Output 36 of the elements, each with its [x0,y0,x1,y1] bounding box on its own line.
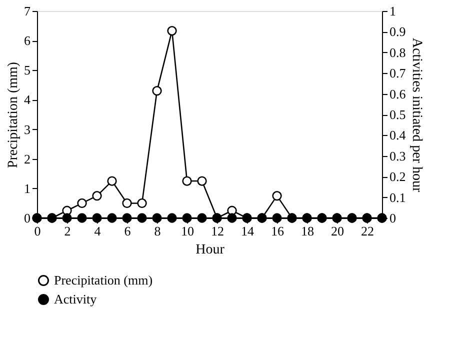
y2-tick-label: 0.7 [390,66,406,81]
x-tick-label: 18 [301,224,314,238]
x-tick-label: 22 [361,224,374,238]
y2-tick-label: 1 [390,4,396,18]
y2-tick-label: 0.4 [390,128,406,143]
x-tick-label: 4 [94,224,102,238]
y2-tick-label: 0 [390,210,396,226]
y-tick-label: 5 [24,62,30,78]
y2-tick-label: 0.9 [390,24,406,40]
x-tick-label: 12 [211,224,224,238]
y2-axis-title: Activities initiated per hour [408,38,424,193]
y2-tick-label: 0.2 [390,169,406,184]
y-tick-label: 2 [24,151,30,166]
legend-label: Activity [54,292,98,306]
y-tick-label: 0 [24,210,30,226]
legend-label: Precipitation (mm) [54,272,153,288]
x-tick-label: 2 [64,224,71,238]
y2-tick-label: 0.6 [390,86,406,102]
x-tick-label: 10 [181,224,194,238]
y-tick-label: 1 [24,180,30,196]
x-tick-label: 16 [271,224,284,238]
y-tick-label: 4 [24,92,31,108]
y2-tick-label: 0.1 [390,190,406,205]
y-tick-label: 3 [24,122,30,137]
y-tick-label: 7 [24,4,31,18]
x-tick-label: 0 [34,224,41,238]
x-axis-title: Hour [196,242,225,258]
y-axis-title: Precipitation (mm) [6,62,21,168]
x-tick-label: 8 [154,224,161,238]
y2-tick-label: 0.5 [390,107,406,122]
y2-tick-label: 0.3 [390,148,406,164]
y-tick-label: 6 [24,33,31,48]
y2-tick-label: 0.8 [390,44,406,60]
x-tick-label: 6 [124,224,132,238]
x-tick-label: 20 [331,224,344,238]
x-tick-label: 14 [241,224,254,238]
